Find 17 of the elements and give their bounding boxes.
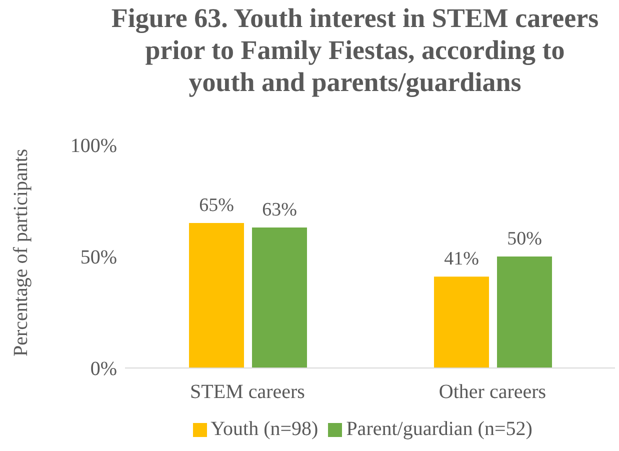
y-tick-label: 100% xyxy=(70,135,117,158)
y-axis-title: Percentage of participants xyxy=(10,148,32,356)
data-label: 50% xyxy=(507,228,542,250)
y-tick-label: 50% xyxy=(80,246,117,269)
data-label: 41% xyxy=(444,248,480,270)
bar xyxy=(497,256,552,368)
data-label: 63% xyxy=(262,200,298,221)
y-tick-label: 0% xyxy=(90,358,117,380)
x-tick-label: Other careers xyxy=(438,381,546,404)
legend-label: Parent/guardian (n=52) xyxy=(346,418,532,440)
bar xyxy=(252,228,307,368)
chart-title: Figure 63. Youth interest in STEM careers prior to Family Fiestas, according to youth and parents/guardians xyxy=(110,2,600,98)
bar xyxy=(434,276,489,368)
data-label: 65% xyxy=(199,195,234,216)
bar xyxy=(189,223,244,368)
x-tick-label: STEM careers xyxy=(190,381,306,404)
legend-label: Youth (n=98) xyxy=(210,418,318,440)
